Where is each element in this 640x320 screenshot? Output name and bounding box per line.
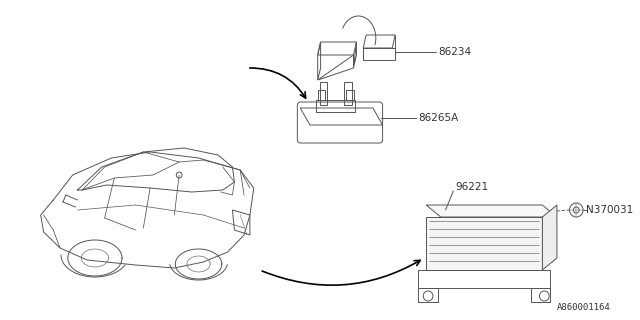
- Polygon shape: [426, 217, 542, 270]
- Circle shape: [570, 203, 583, 217]
- Polygon shape: [426, 205, 557, 217]
- Circle shape: [540, 291, 549, 301]
- Text: 96221: 96221: [455, 182, 488, 192]
- Text: 86265A: 86265A: [419, 113, 459, 123]
- Text: A860001164: A860001164: [556, 303, 610, 312]
- Text: 86234: 86234: [438, 47, 471, 57]
- Text: N370031: N370031: [586, 205, 633, 215]
- Circle shape: [423, 291, 433, 301]
- Polygon shape: [542, 205, 557, 270]
